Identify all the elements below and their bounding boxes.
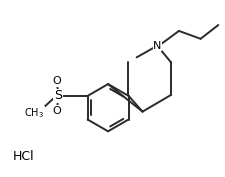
Text: N: N bbox=[153, 41, 162, 51]
Text: HCl: HCl bbox=[13, 150, 34, 163]
Text: $\mathregular{CH_3}$: $\mathregular{CH_3}$ bbox=[25, 107, 45, 121]
Text: O: O bbox=[53, 76, 61, 86]
Text: O: O bbox=[53, 106, 61, 116]
Text: S: S bbox=[54, 89, 62, 102]
